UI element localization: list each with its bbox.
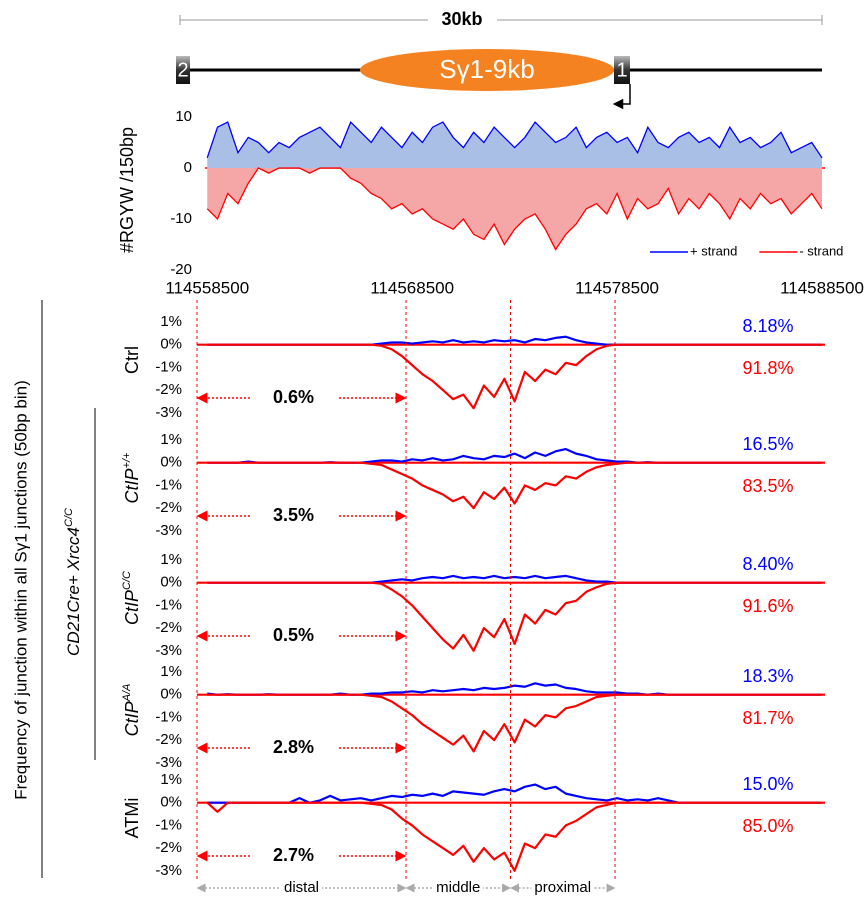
promoter-arrow (612, 84, 631, 110)
region-label-bg (280, 878, 323, 896)
line (206, 801, 822, 872)
legend-label: - strand (799, 243, 843, 258)
line (207, 693, 822, 753)
scale-label: 30kb (441, 9, 482, 29)
y-tick-label: -1% (155, 596, 182, 613)
y-tick-label: 1% (160, 313, 182, 330)
panel-label: CtIPC/C (121, 571, 142, 625)
plus-percent: 15.0% (742, 774, 793, 794)
region-label: middle (436, 879, 480, 896)
minus-percent: 85.0% (742, 816, 793, 836)
distal-percent: 3.5% (273, 505, 314, 525)
exon-label: 2 (177, 59, 188, 81)
y-tick-label: 0% (160, 686, 182, 703)
y-tick-label: -2% (155, 499, 182, 516)
panel-label-sup: A/A (121, 684, 133, 703)
panel-label-text: CtIP (122, 701, 142, 736)
y-tick-label: -2% (155, 731, 182, 748)
distal-percent: 2.8% (273, 737, 314, 757)
y-tick-label: -1% (155, 476, 182, 493)
y-tick-label: -3% (155, 642, 182, 659)
plus-percent: 8.40% (742, 554, 793, 574)
y-tick-label: -3% (155, 522, 182, 539)
plus-percent: 18.3% (742, 666, 793, 686)
panel-label-text: CtIP (122, 590, 142, 625)
line (206, 120, 823, 159)
region-label-bg (531, 878, 595, 896)
panel-label-text: ATMi (122, 798, 142, 839)
panel-label: Ctrl (122, 346, 142, 374)
switch-region (360, 49, 614, 91)
line (207, 461, 822, 510)
legend-label: + strand (690, 243, 737, 258)
minus-percent: 91.6% (742, 596, 793, 616)
y-tick-label: 0% (160, 336, 182, 353)
area (207, 168, 822, 250)
line (207, 783, 822, 804)
distal-percent: 2.7% (273, 845, 314, 865)
exon-label: 1 (616, 59, 627, 81)
y-tick-label: 1% (160, 431, 182, 448)
y-tick-label: -1% (155, 816, 182, 833)
y-tick-label: 1% (160, 551, 182, 568)
panel-label-sup: +/+ (121, 452, 133, 468)
y-tick-label: -2% (155, 381, 182, 398)
x-tick-label: 114568500 (370, 278, 454, 297)
line (207, 447, 822, 464)
region-label: proximal (534, 879, 591, 896)
y-tick-label: 0% (160, 574, 182, 591)
y-tick-label: -2% (155, 619, 182, 636)
exon-2 (176, 56, 190, 84)
line (206, 167, 823, 251)
panel-label: CtIP+/+ (121, 452, 142, 503)
y-axis-title: Frequency of junction within all Sγ1 jun… (11, 380, 30, 800)
plus-percent: 8.18% (742, 316, 793, 336)
group-label-text: CD21Cre+ Xrcc4 (64, 527, 83, 656)
minus-percent: 83.5% (742, 476, 793, 496)
plus-percent: 16.5% (742, 434, 793, 454)
x-tick-label: 114558500 (165, 278, 249, 297)
line (207, 335, 822, 346)
exon-1 (614, 56, 630, 84)
line (207, 682, 822, 696)
line (207, 581, 822, 652)
y-tick-label: -3% (155, 754, 182, 771)
y-tick-label: 0 (184, 159, 192, 176)
y-tick-label: 0% (160, 794, 182, 811)
y-tick-label: 1% (160, 771, 182, 788)
y-tick-label: -2% (155, 839, 182, 856)
distal-percent: 0.5% (273, 625, 314, 645)
x-tick-label: 114588500 (780, 278, 864, 297)
y-tick-label: 0% (160, 454, 182, 471)
y-tick-label: -3% (155, 404, 182, 421)
y-tick-label: 10 (175, 108, 192, 125)
y-tick-label: 1% (160, 663, 182, 680)
y-tick-label: -1% (155, 708, 182, 725)
area (207, 122, 822, 168)
minus-percent: 91.8% (742, 358, 793, 378)
panel-label: ATMi (122, 798, 142, 839)
panel-label: CtIPA/A (121, 684, 142, 737)
y-tick-label: -1% (155, 358, 182, 375)
switch-label: Sγ1-9kb (439, 54, 534, 84)
region-label: distal (284, 879, 319, 896)
minus-percent: 81.7% (742, 708, 793, 728)
line (207, 343, 822, 410)
group-label-sup: C/C (63, 508, 75, 527)
panel-label-text: CtIP (122, 468, 142, 503)
panel-label-sup: C/C (121, 571, 133, 590)
group-label: CD21Cre+ Xrcc4C/C (63, 508, 84, 656)
panel-label-text: Ctrl (122, 346, 142, 374)
distal-percent: 0.6% (273, 387, 314, 407)
y-tick-label: -10 (170, 210, 192, 227)
y-tick-label: -3% (155, 862, 182, 879)
region-label-bg (433, 878, 484, 896)
y-axis-title: #RGYW /150bp (117, 127, 137, 253)
x-tick-label: 114578500 (575, 278, 659, 297)
y-tick-label: -20 (170, 261, 192, 278)
